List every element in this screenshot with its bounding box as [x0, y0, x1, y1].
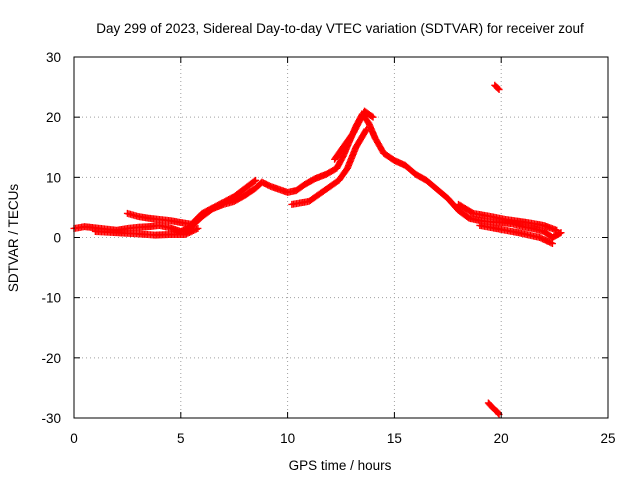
y-tick-label: 0 [53, 231, 61, 246]
x-axis-label: GPS time / hours [289, 458, 392, 473]
data-point [252, 176, 260, 184]
data-point [494, 84, 502, 92]
data-point [362, 126, 370, 134]
y-tick-label: 20 [46, 110, 61, 125]
x-tick-label: 10 [280, 431, 295, 446]
data-point [194, 224, 202, 232]
x-tick-label: 15 [387, 431, 402, 446]
data-point [553, 226, 561, 234]
x-tick-label: 25 [600, 431, 615, 446]
x-tick-label: 20 [494, 431, 509, 446]
y-tick-label: 10 [46, 170, 61, 185]
x-tick-label: 5 [177, 431, 185, 446]
data-point [368, 112, 376, 120]
data-point [494, 409, 502, 417]
y-axis-label: SDTVAR / TECUs [6, 184, 21, 293]
data-point [250, 177, 258, 185]
data-point [495, 85, 503, 93]
data-point [363, 125, 371, 133]
chart-title: Day 299 of 2023, Sidereal Day-to-day VTE… [96, 21, 584, 36]
y-tick-label: -30 [41, 411, 61, 426]
data-point [369, 113, 377, 121]
x-tick-label: 0 [70, 431, 78, 446]
data-point [548, 240, 556, 248]
y-tick-label: 30 [46, 50, 61, 65]
axis-ticks: 0 5 10 15 20 25 -30 -20 -10 0 10 20 30 [41, 50, 615, 446]
data-point [557, 229, 565, 237]
y-tick-label: -20 [41, 351, 61, 366]
data-points [70, 81, 565, 418]
y-tick-label: -10 [41, 291, 61, 306]
